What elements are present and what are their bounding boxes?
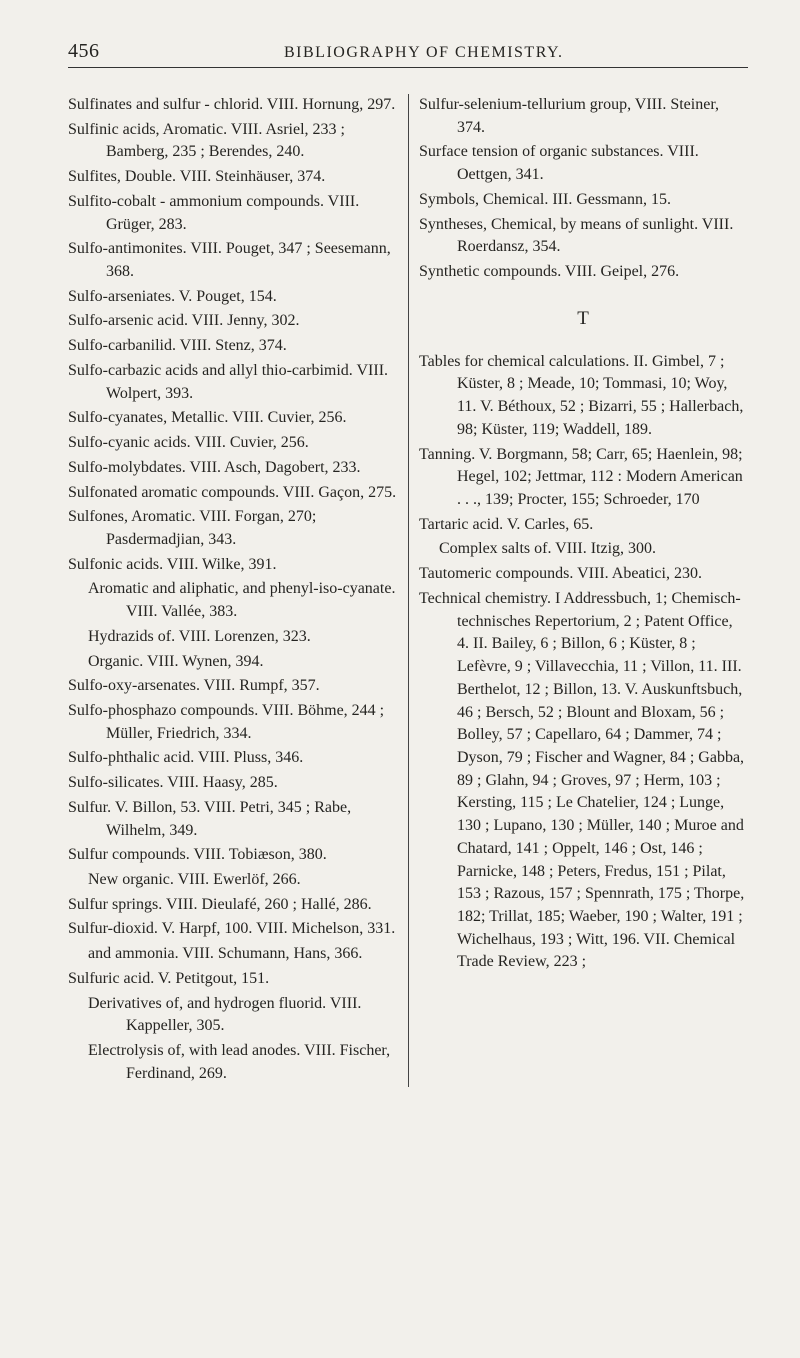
index-entry: Sulfur-selenium-tellurium group, VIII. S… <box>419 94 748 139</box>
section-letter: T <box>419 306 748 333</box>
index-entry: Sulfur-dioxid. V. Harpf, 100. VIII. Mich… <box>68 918 397 941</box>
index-entry: Sulfo-molybdates. VIII. Asch, Dagobert, … <box>68 457 397 480</box>
index-entry: Sulfinic acids, Aromatic. VIII. Asriel, … <box>68 119 397 164</box>
index-entry: Sulfones, Aromatic. VIII. Forgan, 270; P… <box>68 506 397 551</box>
index-entry: Sulfur springs. VIII. Dieulafé, 260 ; Ha… <box>68 894 397 917</box>
index-entry: Sulfo-oxy-arsenates. VIII. Rumpf, 357. <box>68 675 397 698</box>
page: 456 BIBLIOGRAPHY OF CHEMISTRY. Sulfinate… <box>68 40 748 1328</box>
index-entry: Symbols, Chemical. III. Gessmann, 15. <box>419 189 748 212</box>
index-entry: Surface tension of organic substances. V… <box>419 141 748 186</box>
running-title: BIBLIOGRAPHY OF CHEMISTRY. <box>100 44 749 62</box>
index-entry: and ammonia. VIII. Schumann, Hans, 366. <box>68 943 397 966</box>
index-entry: Sulfo-carbanilid. VIII. Stenz, 374. <box>68 335 397 358</box>
index-entry: Sulfo-cyanates, Metallic. VIII. Cuvier, … <box>68 407 397 430</box>
index-entry: Sulfo-arseniates. V. Pouget, 154. <box>68 286 397 309</box>
index-entry: Organic. VIII. Wynen, 394. <box>68 651 397 674</box>
index-entry: Synthetic compounds. VIII. Geipel, 276. <box>419 261 748 284</box>
index-entry: Sulfo-antimonites. VIII. Pouget, 347 ; S… <box>68 238 397 283</box>
index-entry: Tautomeric compounds. VIII. Abeatici, 23… <box>419 563 748 586</box>
index-entry: Sulfonated aromatic compounds. VIII. Gaç… <box>68 482 397 505</box>
index-entry: Sulfo-carbazic acids and allyl thio-carb… <box>68 360 397 405</box>
text-columns: Sulfinates and sulfur - chlorid. VIII. H… <box>68 94 748 1087</box>
index-entry: Tables for chemical calculations. II. Gi… <box>419 351 748 442</box>
index-entry: Sulfito-cobalt - ammonium compounds. VII… <box>68 191 397 236</box>
index-entry: Hydrazids of. VIII. Lorenzen, 323. <box>68 626 397 649</box>
index-entry: Complex salts of. VIII. Itzig, 300. <box>419 538 748 561</box>
index-entry: Technical chemistry. I Addressbuch, 1; C… <box>419 588 748 974</box>
index-entry: Sulfinates and sulfur - chlorid. VIII. H… <box>68 94 397 117</box>
index-entry: Sulfo-phthalic acid. VIII. Pluss, 346. <box>68 747 397 770</box>
index-entry: Tanning. V. Borgmann, 58; Carr, 65; Haen… <box>419 444 748 512</box>
page-number: 456 <box>68 40 100 63</box>
index-entry: Sulfo-silicates. VIII. Haasy, 285. <box>68 772 397 795</box>
index-entry: Sulfo-arsenic acid. VIII. Jenny, 302. <box>68 310 397 333</box>
index-entry: Sulfites, Double. VIII. Steinhäuser, 374… <box>68 166 397 189</box>
running-head: 456 BIBLIOGRAPHY OF CHEMISTRY. <box>68 40 748 68</box>
index-entry: Sulfur. V. Billon, 53. VIII. Petri, 345 … <box>68 797 397 842</box>
index-entry: Sulfuric acid. V. Petitgout, 151. <box>68 968 397 991</box>
index-entry: Sulfonic acids. VIII. Wilke, 391. <box>68 554 397 577</box>
index-entry: New organic. VIII. Ewerlöf, 266. <box>68 869 397 892</box>
index-entry: Aromatic and aliphatic, and phenyl-iso-c… <box>68 578 397 623</box>
index-entry: Sulfo-phosphazo compounds. VIII. Böhme, … <box>68 700 397 745</box>
index-entry: Electrolysis of, with lead anodes. VIII.… <box>68 1040 397 1085</box>
index-entry: Derivatives of, and hydrogen fluorid. VI… <box>68 993 397 1038</box>
index-entry: Tartaric acid. V. Carles, 65. <box>419 514 748 537</box>
index-entry: Sulfo-cyanic acids. VIII. Cuvier, 256. <box>68 432 397 455</box>
index-entry: Sulfur compounds. VIII. Tobiæson, 380. <box>68 844 397 867</box>
index-entry: Syntheses, Chemical, by means of sunligh… <box>419 214 748 259</box>
